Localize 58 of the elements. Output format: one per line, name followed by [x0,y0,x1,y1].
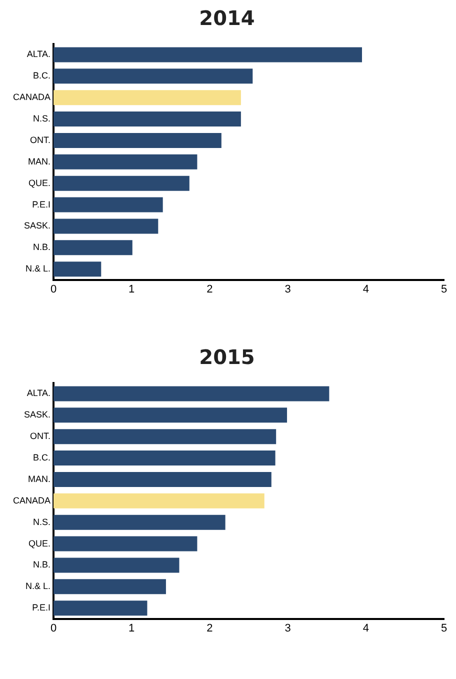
y-tick-label: N.S. [32,516,51,527]
y-tick-label: MAN. [28,474,51,484]
bar [54,558,180,573]
bar [54,536,198,552]
bar [54,450,276,466]
x-tick-label: 3 [284,622,291,634]
x-tick-label: 2 [206,283,213,296]
bar [54,240,132,256]
y-tick-label: N.B. [32,560,51,570]
bar [54,90,241,106]
y-tick-label: N.B. [32,242,51,252]
y-tick-label: N.& L. [25,264,51,274]
bar [54,176,190,191]
x-tick-label: 2 [206,622,213,634]
y-tick-label: N.& L. [25,581,51,592]
y-tick-label: P.E.I [32,602,51,613]
bar [54,262,102,277]
bar [54,472,272,487]
y-tick-label: QUE. [28,178,51,188]
bar [54,68,253,84]
y-tick-label: B.C. [32,70,51,81]
bar [54,47,362,62]
x-tick-label: 1 [128,283,135,296]
y-tick-label: P.E.I [32,199,51,210]
y-tick-label: N.S. [32,114,51,124]
chart-title: 2014 [199,6,255,30]
y-tick-label: CANADA [12,495,51,506]
y-tick-label: QUE. [28,538,51,548]
y-tick-label: SASK. [24,410,51,420]
bar [54,132,222,148]
x-tick-label: 1 [128,622,135,634]
y-tick-label: ALTA. [26,49,51,60]
bar [54,218,158,234]
y-tick-label: SASK. [24,220,51,231]
bar [54,493,264,508]
x-tick-label: 3 [284,283,291,296]
x-tick-label: 5 [440,283,448,296]
x-tick-label: 4 [362,283,369,296]
y-tick-label: ONT. [30,431,51,442]
bar [54,514,226,530]
x-tick-label: 4 [362,622,369,634]
y-tick-label: ONT. [30,134,51,145]
y-tick-label: MAN. [28,156,51,166]
bar [54,429,276,444]
bar [54,408,288,423]
bar [54,386,330,402]
x-tick-label: 0 [50,283,57,296]
y-tick-label: B.C. [32,452,51,463]
bar [54,197,163,212]
bar [54,154,198,170]
chart-title: 2015 [199,345,255,370]
bar [54,579,166,594]
bar [54,112,241,127]
x-tick-label: 5 [440,622,448,634]
bar [54,600,148,616]
y-tick-label: ALTA. [26,388,51,398]
x-tick-label: 0 [50,622,57,634]
y-tick-label: CANADA [12,92,51,102]
